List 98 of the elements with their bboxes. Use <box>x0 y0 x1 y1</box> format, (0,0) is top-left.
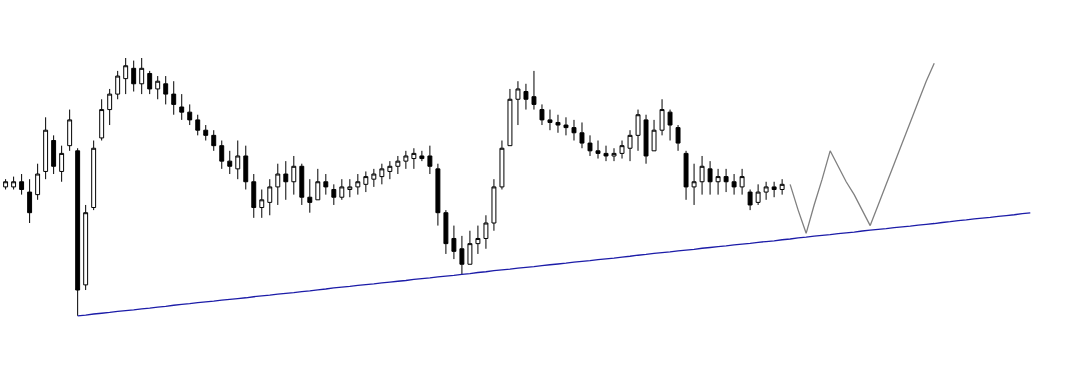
candlestick <box>299 163 305 206</box>
candlestick <box>123 57 129 95</box>
candlestick <box>275 163 281 206</box>
candlestick <box>563 116 569 136</box>
candlestick <box>259 188 265 219</box>
candlestick <box>467 230 473 265</box>
candlestick <box>475 225 481 255</box>
candlestick <box>395 155 401 175</box>
candlestick <box>691 163 697 206</box>
candlestick <box>635 109 641 152</box>
candlestick <box>179 93 185 121</box>
candlestick <box>491 178 497 232</box>
candlestick <box>283 160 289 201</box>
candlestick <box>739 168 745 196</box>
candlestick <box>83 204 89 291</box>
candlestick <box>211 129 217 152</box>
candlestick <box>627 129 633 162</box>
candlestick <box>163 75 169 105</box>
candlestick <box>499 140 505 190</box>
candlestick <box>515 80 521 126</box>
candlestick <box>523 83 529 111</box>
candlestick <box>147 70 153 95</box>
candlestick <box>67 109 73 152</box>
candlestick <box>451 225 457 260</box>
candlestick <box>107 88 113 126</box>
candlestick <box>139 57 145 95</box>
candlestick <box>755 183 761 206</box>
candlestick <box>763 181 769 201</box>
candlestick <box>363 170 369 193</box>
candlestick <box>683 150 689 201</box>
candlestick <box>35 163 41 201</box>
candlestick <box>379 163 385 185</box>
candlestick <box>387 160 393 180</box>
candlestick <box>99 98 105 141</box>
candlestick <box>571 119 577 141</box>
candlestick <box>611 147 617 162</box>
candlestick <box>659 98 665 136</box>
candlestick <box>403 150 409 170</box>
candlestick <box>747 188 753 211</box>
candlestick <box>291 155 297 196</box>
candlestick <box>731 173 737 196</box>
candlestick <box>579 121 585 149</box>
candlestick <box>243 145 249 190</box>
candlestick <box>427 145 433 175</box>
candlestick <box>27 178 33 224</box>
candlestick <box>91 140 97 211</box>
candlestick <box>75 147 81 317</box>
candlestick <box>603 145 609 162</box>
candlestick <box>51 134 57 175</box>
candlestick <box>643 114 649 165</box>
candlestick <box>419 150 425 162</box>
candlestick <box>771 181 777 198</box>
candlestick <box>3 178 9 190</box>
candlestick <box>43 116 49 180</box>
candlestick <box>59 145 65 183</box>
candlestick <box>355 173 361 196</box>
candlestick <box>251 173 257 219</box>
candlestick <box>227 150 233 175</box>
candlestick <box>339 178 345 201</box>
candlestick <box>715 168 721 196</box>
candlestick <box>187 103 193 126</box>
candlestick <box>555 114 561 134</box>
candlestick <box>707 160 713 196</box>
candlestick <box>155 75 161 100</box>
candlestick <box>11 176 17 190</box>
candlestick <box>675 124 681 152</box>
candlestick <box>203 124 209 141</box>
candlestick <box>595 140 601 160</box>
candlestick <box>411 147 417 170</box>
candlestick <box>547 109 553 131</box>
candlestick <box>19 173 25 196</box>
candlestick <box>443 209 449 255</box>
candlestick <box>539 103 545 126</box>
candlestick <box>115 70 121 100</box>
candlestick <box>131 60 137 93</box>
candlestick <box>235 140 241 180</box>
candlestick <box>587 134 593 157</box>
candlestick <box>435 163 441 227</box>
candlestick <box>507 88 513 147</box>
candlestick <box>195 114 201 136</box>
candlestick <box>619 140 625 160</box>
candlestick <box>307 178 313 214</box>
candlestick <box>267 178 273 216</box>
candlestick <box>459 235 465 276</box>
candlestick <box>483 214 489 250</box>
candlestick <box>699 155 705 196</box>
candlestick <box>779 178 785 196</box>
candlestick <box>531 70 537 111</box>
candlestick <box>723 168 729 193</box>
candlestick <box>371 168 377 188</box>
candlestick <box>171 80 177 116</box>
candlestick <box>219 140 225 170</box>
candlestick <box>315 168 321 201</box>
candlestick <box>667 109 673 141</box>
candlestick <box>651 119 657 152</box>
candlestick <box>331 183 337 206</box>
candlestick <box>323 173 329 196</box>
candlestick <box>347 178 353 198</box>
